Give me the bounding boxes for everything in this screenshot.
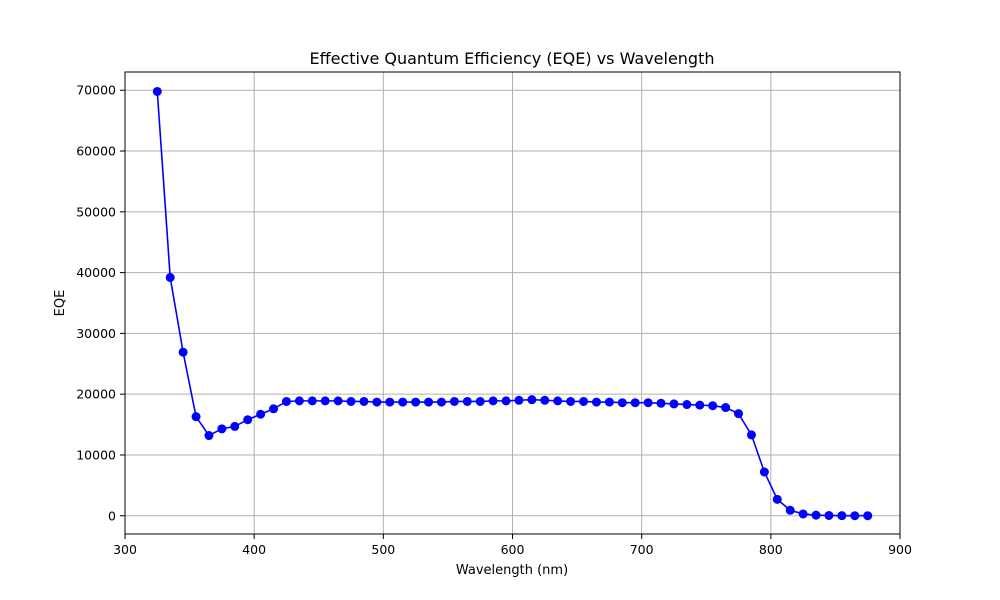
y-tick-label: 20000 bbox=[76, 387, 116, 402]
data-point bbox=[772, 494, 782, 504]
data-point bbox=[540, 395, 550, 405]
data-point bbox=[178, 347, 188, 357]
y-tick-label: 0 bbox=[108, 508, 116, 523]
data-point bbox=[359, 396, 369, 406]
x-tick-label: 800 bbox=[759, 542, 783, 557]
data-point bbox=[785, 505, 795, 515]
x-tick-label: 900 bbox=[888, 542, 912, 557]
data-point bbox=[204, 431, 214, 441]
data-point bbox=[230, 421, 240, 431]
y-tick-label: 10000 bbox=[76, 447, 116, 462]
y-tick-label: 50000 bbox=[76, 204, 116, 219]
data-point bbox=[514, 395, 524, 405]
x-tick-label: 300 bbox=[113, 542, 137, 557]
data-point bbox=[269, 404, 279, 414]
data-point bbox=[191, 412, 201, 422]
data-point bbox=[798, 509, 808, 519]
data-point bbox=[837, 511, 847, 521]
data-point bbox=[695, 400, 705, 410]
data-point bbox=[669, 399, 679, 409]
data-point bbox=[436, 397, 446, 407]
data-point bbox=[708, 401, 718, 411]
data-point bbox=[411, 397, 421, 407]
data-point bbox=[643, 398, 653, 408]
data-point bbox=[398, 397, 408, 407]
data-point bbox=[372, 397, 382, 407]
data-point bbox=[165, 272, 175, 282]
data-point bbox=[579, 396, 589, 406]
chart-title: Effective Quantum Efficiency (EQE) vs Wa… bbox=[310, 49, 715, 68]
data-series bbox=[152, 86, 873, 521]
data-point bbox=[591, 397, 601, 407]
data-point bbox=[604, 397, 614, 407]
data-point bbox=[746, 430, 756, 440]
data-point bbox=[630, 398, 640, 408]
data-point bbox=[449, 396, 459, 406]
data-point bbox=[320, 396, 330, 406]
x-tick-label: 400 bbox=[242, 542, 266, 557]
grid-lines bbox=[124, 72, 901, 534]
data-point bbox=[424, 397, 434, 407]
data-point bbox=[217, 424, 227, 434]
data-point bbox=[734, 409, 744, 419]
data-point bbox=[475, 396, 485, 406]
data-point bbox=[682, 400, 692, 410]
data-point bbox=[566, 396, 576, 406]
data-point bbox=[824, 510, 834, 520]
x-axis-label: Wavelength (nm) bbox=[456, 563, 568, 578]
x-tick-label: 700 bbox=[630, 542, 654, 557]
data-point bbox=[501, 396, 511, 406]
data-point bbox=[759, 467, 769, 477]
data-point bbox=[656, 398, 666, 408]
data-point bbox=[617, 398, 627, 408]
y-tick-label: 30000 bbox=[76, 326, 116, 341]
y-tick-label: 40000 bbox=[76, 265, 116, 280]
data-point bbox=[385, 397, 395, 407]
axis-ticks: 300 400 500 600 700 800 900 0 10000 20000 30000 400… bbox=[76, 83, 912, 557]
data-point bbox=[256, 409, 266, 419]
data-point bbox=[488, 396, 498, 406]
y-tick-label: 70000 bbox=[76, 83, 116, 98]
x-tick-label: 500 bbox=[371, 542, 395, 557]
data-point bbox=[721, 403, 731, 413]
data-point bbox=[811, 510, 821, 520]
data-point bbox=[152, 86, 162, 96]
data-point bbox=[527, 395, 537, 405]
data-point bbox=[850, 511, 860, 521]
data-point bbox=[346, 396, 356, 406]
data-point bbox=[333, 396, 343, 406]
data-point bbox=[243, 415, 253, 425]
data-point bbox=[462, 396, 472, 406]
x-tick-label: 600 bbox=[501, 542, 525, 557]
data-point bbox=[294, 396, 304, 406]
y-axis-label: EQE bbox=[53, 290, 68, 317]
data-point bbox=[281, 396, 291, 406]
y-tick-label: 60000 bbox=[76, 144, 116, 159]
data-point bbox=[863, 511, 873, 521]
data-point bbox=[307, 396, 317, 406]
data-point bbox=[553, 396, 563, 406]
